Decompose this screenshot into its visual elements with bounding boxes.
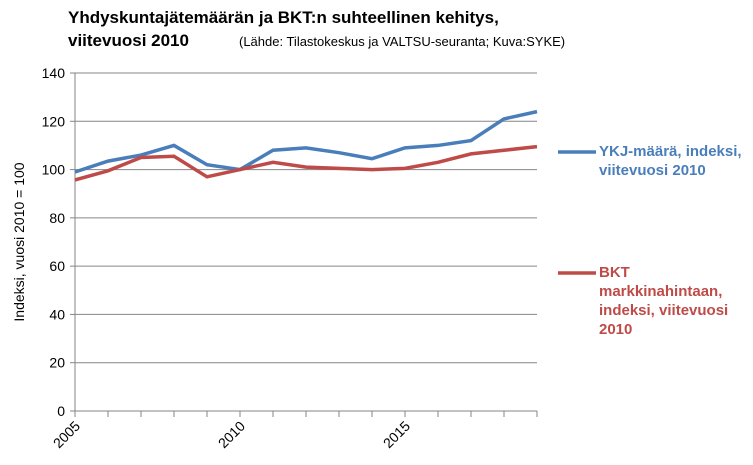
series-line (74, 144, 538, 182)
x-tick-label: 2010 (215, 418, 248, 451)
y-tick-label: 80 (49, 210, 65, 226)
y-tick-label: 120 (42, 113, 66, 129)
y-tick-label: 100 (42, 162, 66, 178)
y-tick-label: 60 (49, 258, 65, 274)
legend-label: YKJ-määrä, indeksi, viitevuosi 2010 (599, 143, 742, 179)
x-tick-label: 2015 (380, 418, 413, 451)
chart-subtitle: (Lähde: Tilastokeskus ja VALTSU-seuranta… (239, 34, 566, 49)
series-line (74, 109, 538, 174)
y-tick-label: 40 (49, 306, 65, 322)
y-axis-label: Indeksi, vuosi 2010 = 100 (11, 162, 27, 321)
legend-label: BKT markkinahintaan, indeksi, viitevuosi… (599, 264, 729, 338)
y-tick-label: 0 (57, 403, 65, 419)
y-tick-label: 140 (42, 65, 66, 81)
chart-title: Yhdyskuntajätemäärän ja BKT:n suhteellin… (68, 8, 499, 50)
x-tick-label: 2005 (50, 418, 83, 451)
y-tick-label: 20 (49, 355, 65, 371)
